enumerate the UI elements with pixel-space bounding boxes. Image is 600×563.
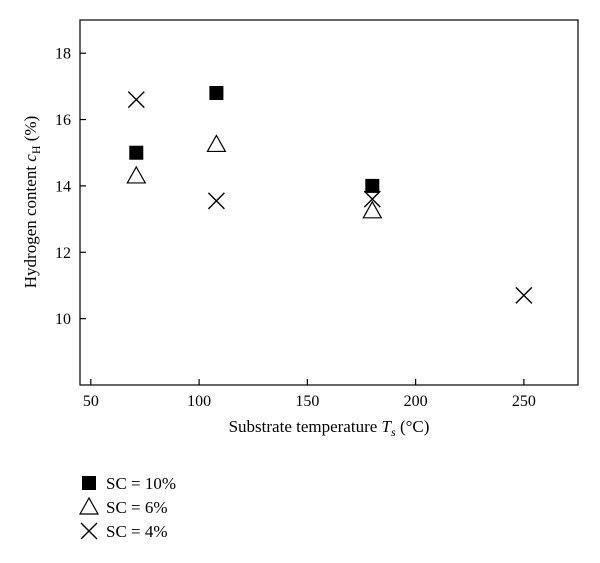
x-axis-label-subscript: s <box>391 425 396 439</box>
square-data-point <box>209 86 224 100</box>
plot-frame <box>79 19 579 386</box>
y-axis-label-symbol: c <box>21 154 40 162</box>
x-axis-label-symbol: T <box>382 417 393 436</box>
y-tick-label: 14 <box>55 178 71 195</box>
triangle-data-point <box>362 200 383 219</box>
cross-data-point <box>363 190 381 208</box>
x-tick-label: 150 <box>295 393 319 410</box>
cross-data-point <box>515 286 533 304</box>
x-axis-label-prefix: Substrate temperature <box>229 417 382 436</box>
y-axis-label-suffix: (%) <box>21 116 40 146</box>
legend-cross-icon <box>80 522 98 540</box>
legend-square-icon <box>82 476 96 490</box>
legend-label: SC = 6% <box>106 498 168 517</box>
x-axis-label-suffix: (°C) <box>396 417 430 436</box>
x-axis: 50 100 150 200 250 <box>83 379 536 410</box>
y-axis-label-prefix: Hydrogen content <box>21 162 40 289</box>
y-tick-label: 16 <box>55 112 71 129</box>
y-tick-label: 18 <box>55 46 71 63</box>
cross-data-point <box>207 192 225 210</box>
square-data-point <box>365 178 380 193</box>
legend-triangle-icon <box>78 496 100 515</box>
x-tick-label: 100 <box>187 393 211 410</box>
cross-data-point <box>127 91 145 109</box>
y-tick-label: 10 <box>55 311 71 328</box>
y-axis-label-subscript: H <box>29 145 43 154</box>
legend: SC = 10% SC = 6% SC = 4% <box>78 474 176 541</box>
y-axis-label: Hydrogen content cH (%) <box>21 116 43 288</box>
square-data-point <box>129 145 144 160</box>
x-axis-label: Substrate temperature Ts (°C) <box>229 417 430 439</box>
x-tick-label: 250 <box>512 393 536 410</box>
y-tick-label: 12 <box>55 245 71 262</box>
x-tick-label: 200 <box>404 393 428 410</box>
y-axis: 10 12 14 16 18 <box>55 46 86 328</box>
triangle-data-point <box>126 165 147 184</box>
x-tick-label: 50 <box>83 393 99 410</box>
data-points <box>126 86 533 304</box>
legend-label: SC = 10% <box>106 474 176 493</box>
triangle-data-point <box>206 134 227 153</box>
legend-label: SC = 4% <box>106 522 168 541</box>
